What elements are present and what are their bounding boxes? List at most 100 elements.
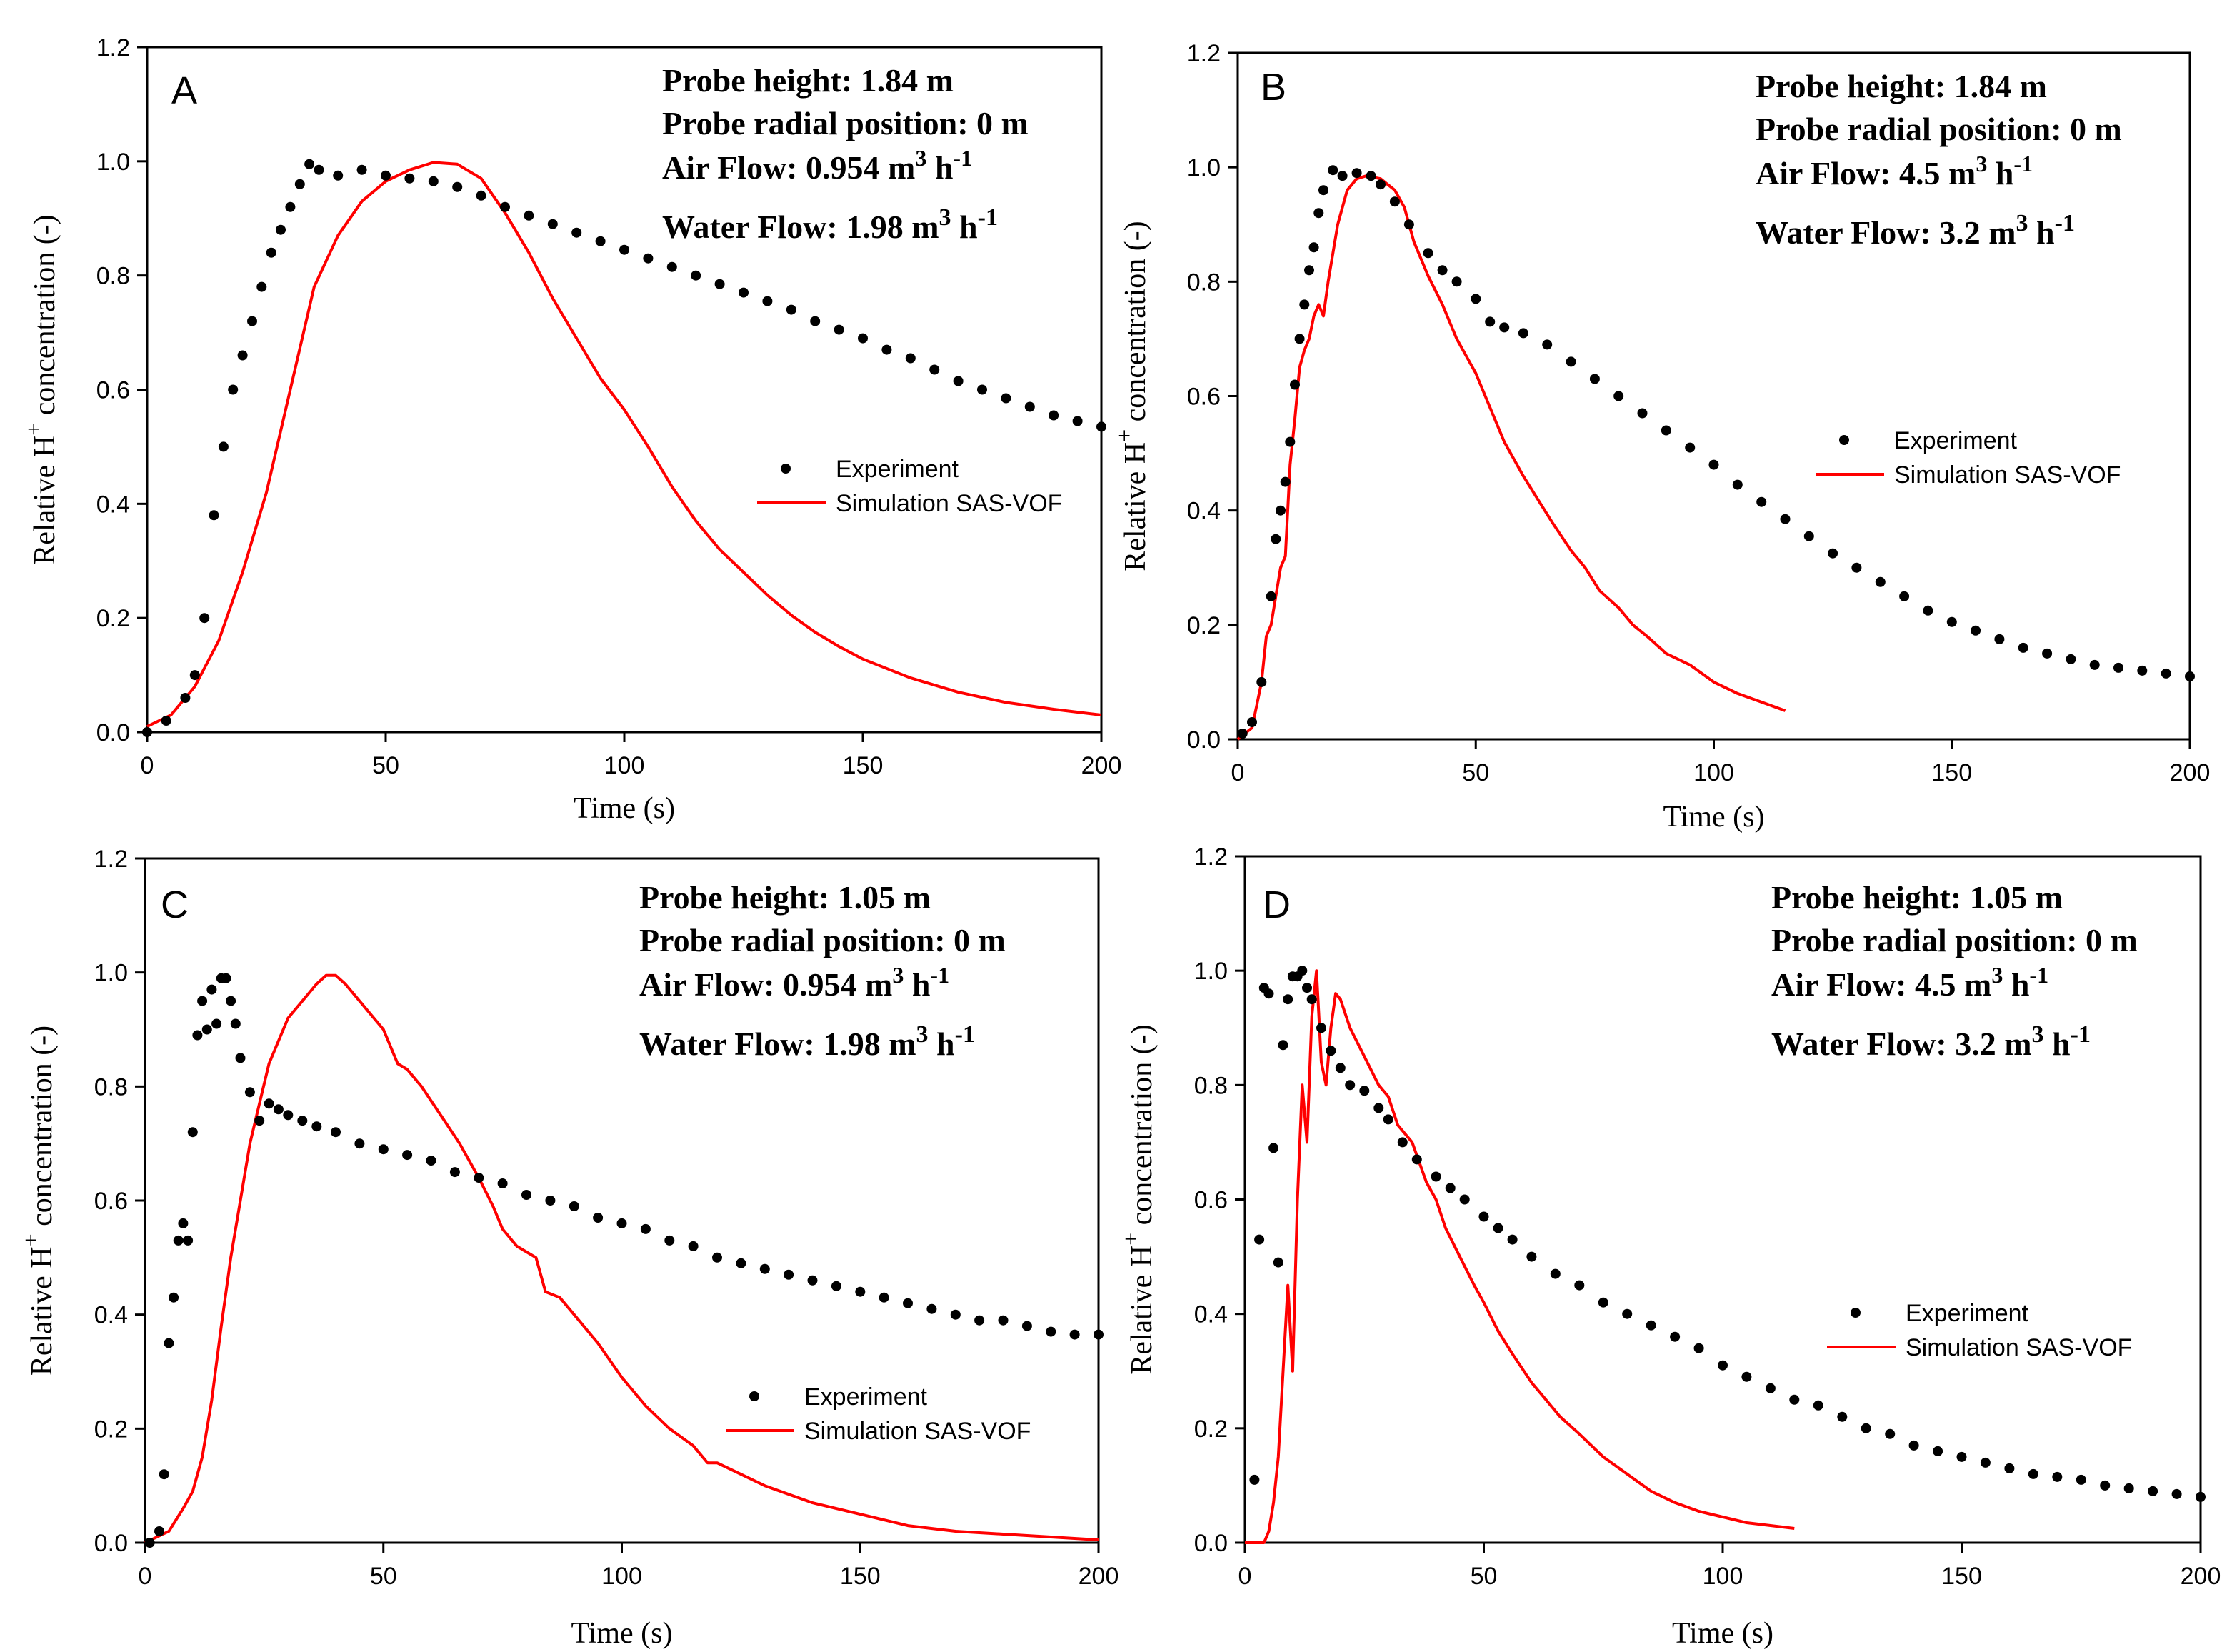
experiment-point	[1598, 1297, 1608, 1308]
experiment-point	[187, 1127, 198, 1138]
water-flow-sup: 3	[2016, 210, 2028, 236]
experiment-point	[183, 1235, 194, 1246]
experiment-point	[276, 224, 286, 235]
experiment-point	[974, 1315, 985, 1326]
legend-experiment-label: Experiment	[1894, 427, 2018, 454]
experiment-point	[226, 996, 236, 1006]
experiment-point	[237, 350, 248, 361]
experiment-point	[1445, 1183, 1456, 1193]
simulation-line	[1245, 969, 1795, 1544]
experiment-point	[452, 181, 463, 192]
experiment-point	[547, 219, 558, 229]
experiment-point	[1359, 1086, 1370, 1096]
legend-simulation-label: Simulation SAS-VOF	[1894, 461, 2121, 489]
experiment-point	[1266, 591, 1276, 601]
experiment-point	[1302, 983, 1312, 993]
experiment-point	[714, 279, 725, 289]
legend-experiment-marker	[1851, 1308, 1861, 1318]
y-tick-label: 0.0	[94, 1530, 128, 1557]
y-tick-label: 1.0	[94, 960, 128, 987]
air-flow-label: Air Flow: 0.954 m3 h-1	[639, 962, 949, 1003]
y-tick-label: 0.4	[1194, 1301, 1228, 1328]
experiment-point	[664, 1235, 675, 1246]
experiment-point	[1789, 1394, 1800, 1405]
experiment-point	[1765, 1383, 1776, 1393]
experiment-point	[1459, 1194, 1470, 1205]
experiment-point	[739, 287, 749, 298]
water-flow-unit-sup: -1	[978, 204, 998, 231]
experiment-point	[1861, 1423, 1871, 1433]
experiment-point	[858, 333, 868, 344]
experiment-point	[1383, 1114, 1393, 1125]
y-tick-label: 0.8	[1187, 269, 1221, 296]
experiment-point	[201, 1024, 212, 1035]
experiment-point	[378, 1144, 389, 1155]
experiment-point	[1069, 1329, 1080, 1340]
experiment-point	[1237, 729, 1248, 739]
experiment-point	[1389, 196, 1400, 207]
water-flow-value: Water Flow: 1.98 m	[662, 209, 939, 245]
experiment-point	[1290, 379, 1300, 390]
experiment-point	[1526, 1251, 1537, 1262]
x-tick-label: 200	[1079, 1563, 1119, 1590]
experiment-point	[247, 316, 257, 326]
experiment-point	[1971, 625, 1981, 636]
plot-frame	[1243, 855, 2202, 1544]
x-tick-label: 100	[1693, 759, 1734, 786]
water-flow-label: Water Flow: 3.2 m3 h-1	[1771, 1021, 2091, 1063]
y-axis-title-sup: +	[1111, 429, 1137, 442]
experiment-point	[256, 281, 267, 292]
water-flow-unit: h	[929, 1026, 955, 1062]
y-tick-label: 0.6	[94, 1188, 128, 1215]
experiment-point	[1411, 1154, 1422, 1165]
y-tick-label: 1.2	[1194, 843, 1228, 871]
experiment-point	[1813, 1400, 1823, 1411]
experiment-point	[593, 1213, 604, 1223]
experiment-point	[1249, 1474, 1260, 1485]
experiment-point	[211, 1018, 222, 1029]
experiment-point	[1021, 1321, 1032, 1331]
y-tick-label: 0.0	[96, 719, 130, 746]
experiment-point	[688, 1241, 699, 1251]
experiment-point	[1094, 1329, 1104, 1340]
experiment-point	[474, 1173, 484, 1183]
air-flow-unit: h	[926, 149, 953, 186]
experiment-point	[1908, 1440, 1919, 1451]
experiment-point	[2185, 671, 2195, 681]
air-flow-unit-sup: -1	[953, 145, 972, 171]
experiment-point	[2100, 1480, 2111, 1491]
experiment-point	[209, 510, 219, 521]
x-axis-title: Time (s)	[574, 792, 675, 825]
experiment-point	[1294, 334, 1305, 344]
legend: Experiment Simulation SAS-VOF	[1827, 1300, 2132, 1361]
probe-height-label: Probe height: 1.84 m	[662, 62, 954, 99]
experiment-point	[206, 984, 217, 995]
experiment-point	[1550, 1268, 1561, 1279]
experiment-point	[356, 164, 367, 175]
air-flow-unit: h	[2003, 966, 2029, 1003]
water-flow-label: Water Flow: 1.98 m3 h-1	[662, 204, 998, 246]
experiment-point	[786, 304, 796, 315]
experiment-point	[333, 170, 344, 181]
experiment-point	[524, 210, 534, 221]
experiment-point	[2042, 648, 2053, 659]
experiment-point	[1670, 1331, 1681, 1342]
experiment-point	[1875, 576, 1886, 587]
water-flow-unit-sup: -1	[2055, 210, 2075, 236]
y-axis-title-suffix: concentration (-)	[26, 1026, 59, 1234]
experiment-point	[189, 670, 200, 681]
experiment-point	[142, 727, 152, 737]
panel-c: 0 50 100 150 200 0.0 0.2 0.4 0.6 0.8 1.0 1.2 Time (s…	[18, 846, 1118, 1650]
water-flow-unit: h	[2044, 1026, 2071, 1062]
x-tick-label: 200	[2181, 1563, 2221, 1590]
experiment-point	[569, 1201, 579, 1211]
y-tick-label: 0.4	[94, 1302, 128, 1329]
experiment-point	[643, 253, 654, 264]
experiment-point	[1297, 966, 1308, 976]
air-flow-label: Air Flow: 4.5 m3 h-1	[1756, 151, 2033, 191]
experiment-point	[2171, 1488, 2182, 1499]
y-axis-title-suffix: concentration (-)	[1119, 221, 1152, 429]
experiment-point	[1280, 476, 1291, 487]
y-axis-title: Relative H+ concentration (-)	[18, 1026, 59, 1376]
y-axis-title: Relative H+ concentration (-)	[1118, 1024, 1158, 1374]
